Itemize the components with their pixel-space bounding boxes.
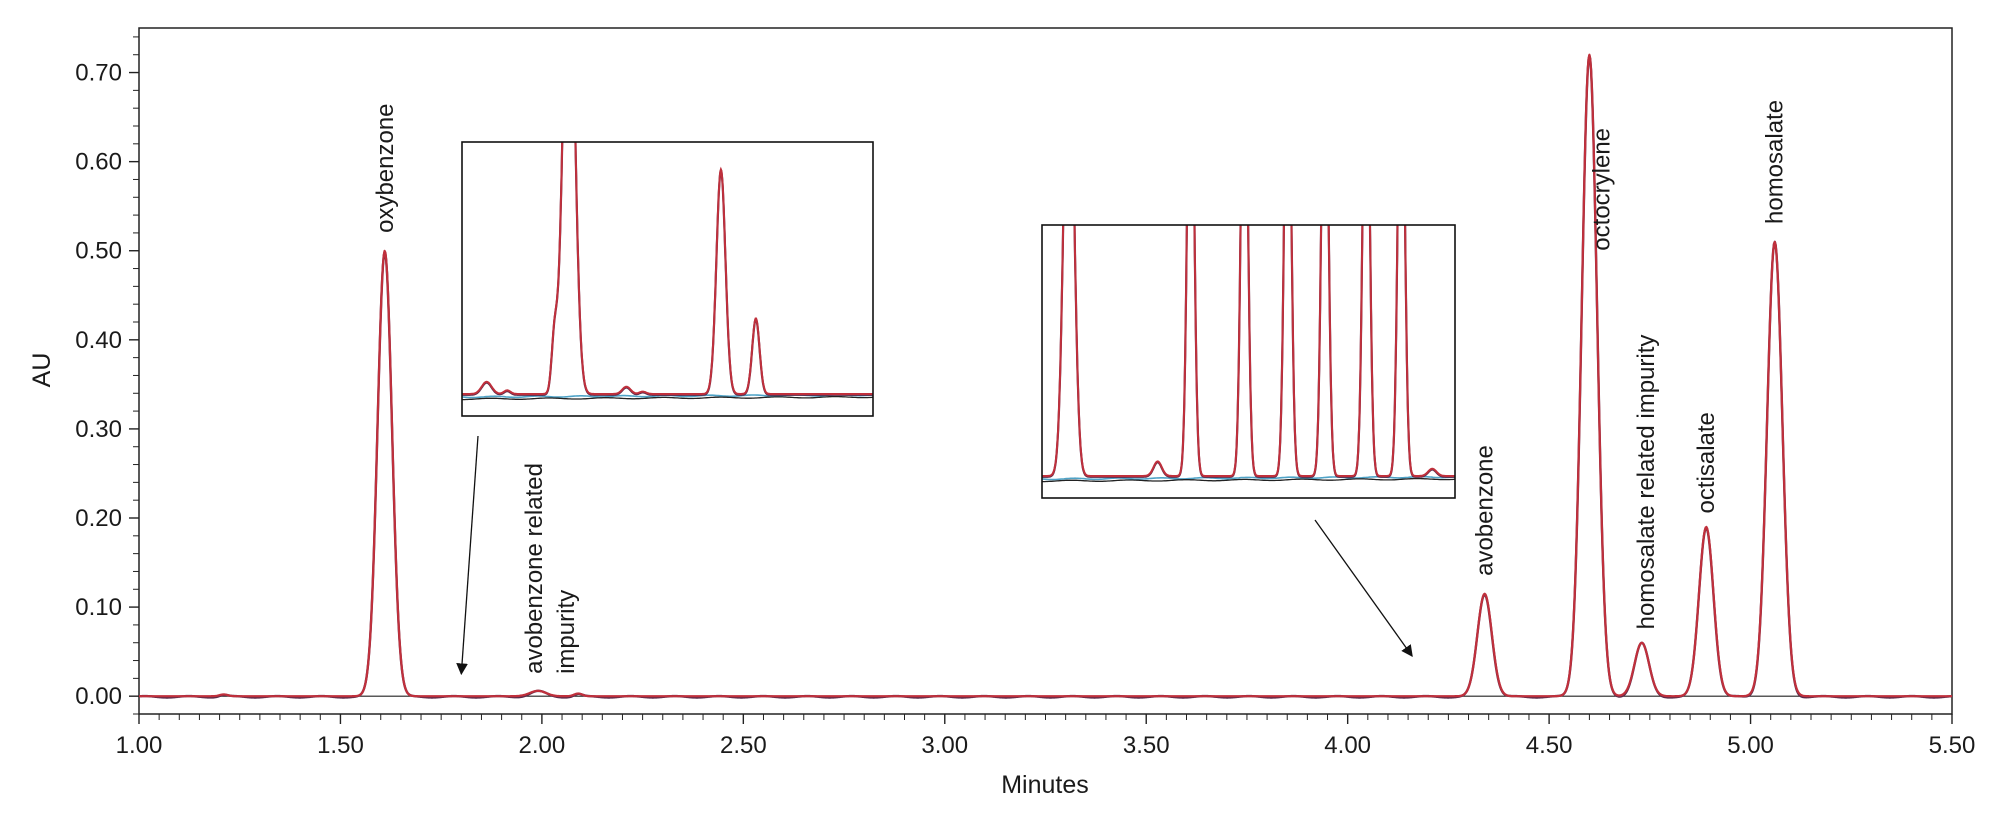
y-tick-label: 0.10 <box>75 594 122 621</box>
y-tick-label: 0.40 <box>75 327 122 354</box>
peak-label: impurity <box>553 590 580 674</box>
inset-frame <box>461 141 874 417</box>
inset-sample-trace <box>462 142 873 395</box>
inset-sample-trace <box>1042 225 1455 477</box>
inset-traces <box>1042 225 1455 483</box>
x-tick-label: 3.00 <box>921 732 968 759</box>
x-tick-label: 4.50 <box>1526 732 1573 759</box>
x-tick-label: 5.00 <box>1727 732 1774 759</box>
peak-label: oxybenzone <box>372 103 399 232</box>
inset-traces <box>462 142 873 401</box>
inset-frame <box>1041 224 1456 499</box>
annotation-layer: oxybenzone avobenzone related impurity avob… <box>372 100 1789 674</box>
y-axis-title: AU <box>28 353 56 388</box>
y-tick-label: 0.50 <box>75 238 122 265</box>
inset-pointer-arrow <box>456 435 479 676</box>
inset-blank-trace-black <box>462 395 873 401</box>
y-axis: 0.00 0.10 0.20 0.30 0.40 0.50 0.60 0.70 <box>75 36 139 715</box>
inset-layer <box>456 141 1456 676</box>
y-tick-label: 0.20 <box>75 505 122 532</box>
x-tick-label: 1.50 <box>317 732 364 759</box>
inset-panel-2 <box>1041 224 1456 658</box>
x-tick-label: 5.50 <box>1929 732 1976 759</box>
y-tick-label: 0.70 <box>75 60 122 87</box>
peak-label: avobenzone <box>1472 445 1499 576</box>
x-tick-label: 4.00 <box>1324 732 1371 759</box>
y-tick-label: 0.30 <box>75 416 122 443</box>
inset-pointer-arrow <box>1314 519 1413 658</box>
x-tick-label: 3.50 <box>1123 732 1170 759</box>
y-tick-label: 0.60 <box>75 149 122 176</box>
peak-label: octocrylene <box>1589 128 1616 251</box>
x-axis: 1.00 1.50 2.00 2.50 3.00 3.50 4.00 4.50 5.00 5.50 <box>116 714 1976 759</box>
x-tick-label: 1.00 <box>116 732 163 759</box>
x-tick-label: 2.00 <box>519 732 566 759</box>
peak-label: octisalate <box>1693 412 1720 513</box>
x-tick-label: 2.50 <box>720 732 767 759</box>
series-layer <box>138 53 1953 699</box>
peak-label: homosalate related impurity <box>1633 335 1660 630</box>
inset-background <box>462 142 873 416</box>
y-tick-label: 0.00 <box>75 683 122 710</box>
peak-label: homosalate <box>1762 100 1789 224</box>
inset-blank-trace-black <box>1042 477 1455 483</box>
chromatogram-trace <box>138 53 1953 698</box>
inset-panel-1 <box>456 141 874 676</box>
peak-label: avobenzone related <box>521 463 548 674</box>
x-axis-title: Minutes <box>1001 771 1089 799</box>
